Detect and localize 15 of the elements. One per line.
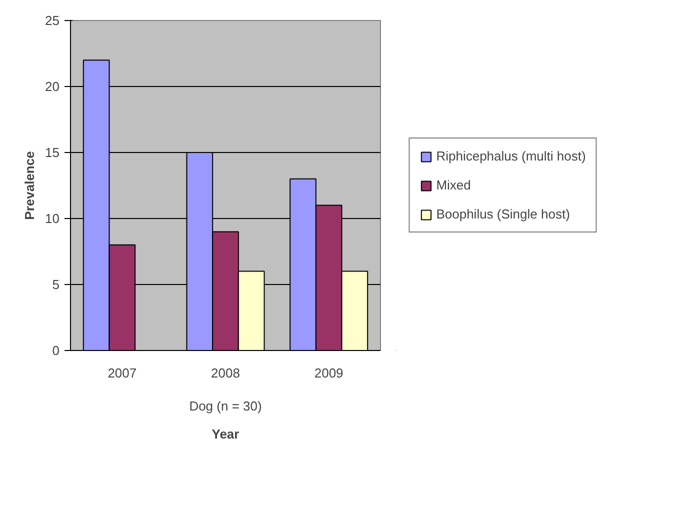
- legend-label: Riphicephalus (multi host): [436, 148, 586, 164]
- y-tick-label: 5: [52, 277, 60, 292]
- y-axis-title: Prevalence: [22, 151, 38, 220]
- x-tick-label: 2007: [108, 366, 137, 380]
- y-tick-label: 10: [45, 211, 60, 226]
- text: Dog (n = 30): [189, 398, 262, 414]
- x-tick-label: 2009: [314, 366, 344, 380]
- legend-label: Mixed: [436, 178, 471, 192]
- x-tick-label: 2008: [211, 366, 240, 380]
- x-axis-title: Year: [212, 426, 240, 442]
- y-tick-label: 25: [45, 13, 60, 28]
- y-tick-label: 0: [52, 343, 60, 358]
- y-tick-label: 15: [45, 145, 60, 160]
- legend-label: Boophilus (Single host): [436, 206, 570, 222]
- y-tick-label: 20: [45, 79, 60, 94]
